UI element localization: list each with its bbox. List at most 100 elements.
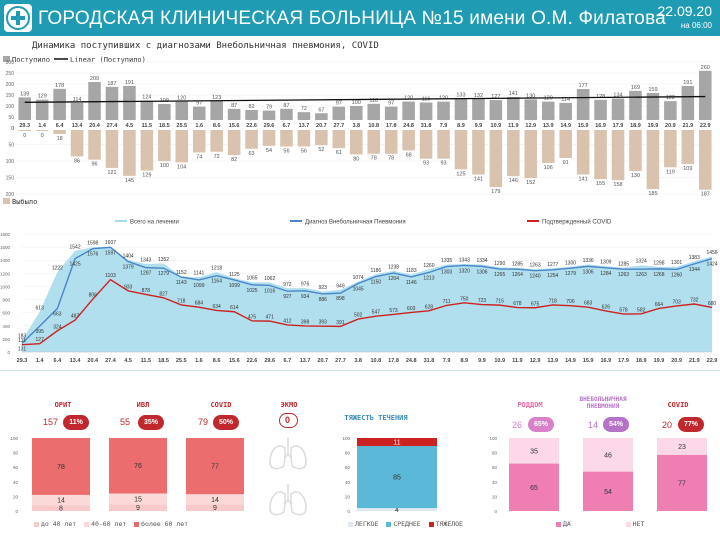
x-tick-label: 22.9	[700, 123, 711, 129]
x-tick-label: 21.9	[689, 358, 700, 364]
x-tick-label: 25.5	[176, 358, 187, 364]
severity-axis-tick: 80	[345, 451, 351, 456]
x-tick-label: 4.5	[126, 123, 134, 129]
covid-rodd-percent-badge: 77%	[678, 417, 704, 432]
total-point-label: 1222	[52, 265, 63, 271]
discharged-legend-swatch	[3, 198, 10, 204]
x-tick-label: 8.9	[457, 123, 465, 129]
discharged-bar-label: 54	[266, 148, 272, 154]
discharged-bar-label: 80	[353, 156, 359, 162]
date-strip	[16, 120, 714, 129]
discharged-legend-label: Выбыло	[12, 198, 37, 206]
covid-point-label: 664	[655, 302, 664, 308]
admitted-bar-label: 178	[55, 83, 64, 89]
discharged-bar-label: 93	[423, 161, 429, 167]
orit-bar-segment	[32, 505, 90, 511]
inpatients-legend-label: Диагноз Внебольничная Пневмония	[305, 220, 406, 226]
severity-title: ТЯЖЕСТЬ ТЕЧЕНИЯ	[344, 414, 408, 422]
discharged-bar-label: 96	[91, 162, 97, 168]
total-point-label: 1343	[459, 257, 470, 263]
discharged-bar	[227, 130, 241, 156]
admitted-legend-swatch	[3, 56, 10, 62]
discharged-bar-label: 119	[666, 169, 675, 175]
pneumonia-point-label: 1164	[211, 279, 222, 285]
rodd-axis-tick: 80	[492, 451, 498, 456]
covid-point-label: 614	[230, 305, 239, 311]
discharged-bar-label: 93	[440, 161, 446, 167]
admitted-bar	[402, 101, 415, 120]
severity-axis-tick: 20	[345, 494, 351, 499]
x-tick-label: 9.9	[478, 358, 486, 364]
covid-point-label: 684	[195, 301, 204, 307]
admitted-bar-label: 123	[212, 95, 221, 101]
header-bar: ГОРОДСКАЯ КЛИНИЧЕСКАЯ БОЛЬНИЦА №15 имени…	[0, 0, 720, 36]
covid-point-label: 324	[53, 324, 62, 330]
admitted-bar-label: 134	[613, 93, 622, 99]
orit-percent-badge: 11%	[63, 415, 89, 430]
lungs-right	[290, 445, 307, 470]
admitted-bar-label: 129	[38, 94, 47, 100]
pneumonia-point-label: 1303	[441, 270, 452, 276]
x-tick-label: 13.4	[72, 123, 84, 129]
covid-point-label: 573	[389, 308, 398, 314]
x-tick-label: 17.8	[388, 358, 399, 364]
rodd-axis-tick: 40	[492, 480, 498, 485]
y-tick-label: 50	[8, 143, 14, 149]
x-tick-label: 3.8	[354, 358, 362, 364]
covid-point-label: 578	[619, 308, 628, 314]
pneumonia-point-label: 1150	[370, 280, 381, 286]
covid-point-label: 603	[407, 306, 416, 312]
rodd-legend: ДА НЕТ	[556, 520, 644, 528]
admitted-bar	[454, 98, 468, 120]
y-tick-label: 600	[2, 311, 10, 316]
covid-point-label: 703	[672, 299, 681, 305]
covid-icu-bar-segment	[186, 504, 244, 511]
total-point-label: 1309	[600, 260, 611, 266]
x-tick-label: 12.9	[530, 358, 541, 364]
discharged-bar-label: 145	[125, 178, 134, 184]
pneumonia-bar-segment-label: 46	[604, 452, 612, 459]
ivl-bar-segment	[109, 493, 167, 505]
x-tick-label: 18.9	[636, 358, 647, 364]
rodd-percent-badge: 65%	[528, 417, 554, 432]
rodd-bar-segment-label: 65	[530, 485, 538, 492]
x-tick-label: 29.6	[264, 123, 275, 129]
admitted-bar	[698, 70, 712, 120]
ecmo-badge	[279, 413, 298, 428]
covid-point-label: 487	[71, 314, 80, 320]
x-tick-label: 20.9	[665, 123, 676, 129]
x-tick-label: 29.3	[19, 123, 30, 129]
pneumonia-point-label: 1279	[565, 271, 576, 277]
x-tick-label: 11.5	[142, 123, 152, 129]
ecmo-count: 0	[285, 415, 291, 425]
inpatients-chart: Всего на лечении Диагноз Внебольничная Пн…	[0, 219, 718, 365]
discharged-bar	[524, 130, 538, 179]
admitted-bar-label: 260	[701, 65, 710, 71]
x-tick-label: 15.9	[583, 358, 594, 364]
admitted-bar	[175, 101, 189, 120]
pneumonia-point-label: 1265	[494, 272, 505, 278]
discharged-bar	[541, 130, 555, 163]
pneumonia-point-label: 1264	[512, 272, 523, 278]
x-tick-label: 31.8	[421, 123, 432, 129]
trend-line	[24, 95, 706, 103]
x-tick-label: 11.9	[508, 123, 518, 129]
discharged-bar	[472, 130, 485, 175]
discharged-bar	[681, 130, 695, 164]
y-tick-label: 1600	[0, 245, 10, 250]
covid-point-label: 678	[513, 301, 522, 307]
pneumonia-point-label: 934	[301, 294, 310, 300]
covid-point-label: 391	[336, 320, 345, 326]
admitted-bar-label: 127	[491, 94, 500, 100]
total-point-label: 949	[336, 283, 345, 289]
y-tick-label: 1000	[0, 284, 10, 289]
pneumonia-point-label: 927	[283, 294, 292, 300]
pneumonia-point-label: 1204	[388, 276, 399, 282]
discharged-bar	[489, 130, 503, 188]
total-point-label: 1290	[494, 261, 505, 267]
x-tick-label: 13.9	[543, 123, 554, 129]
admitted-bar	[419, 102, 433, 120]
rodd-axis-tick: 60	[492, 465, 498, 470]
discharged-bar-label: 125	[456, 171, 465, 177]
admitted-bar	[262, 110, 276, 120]
